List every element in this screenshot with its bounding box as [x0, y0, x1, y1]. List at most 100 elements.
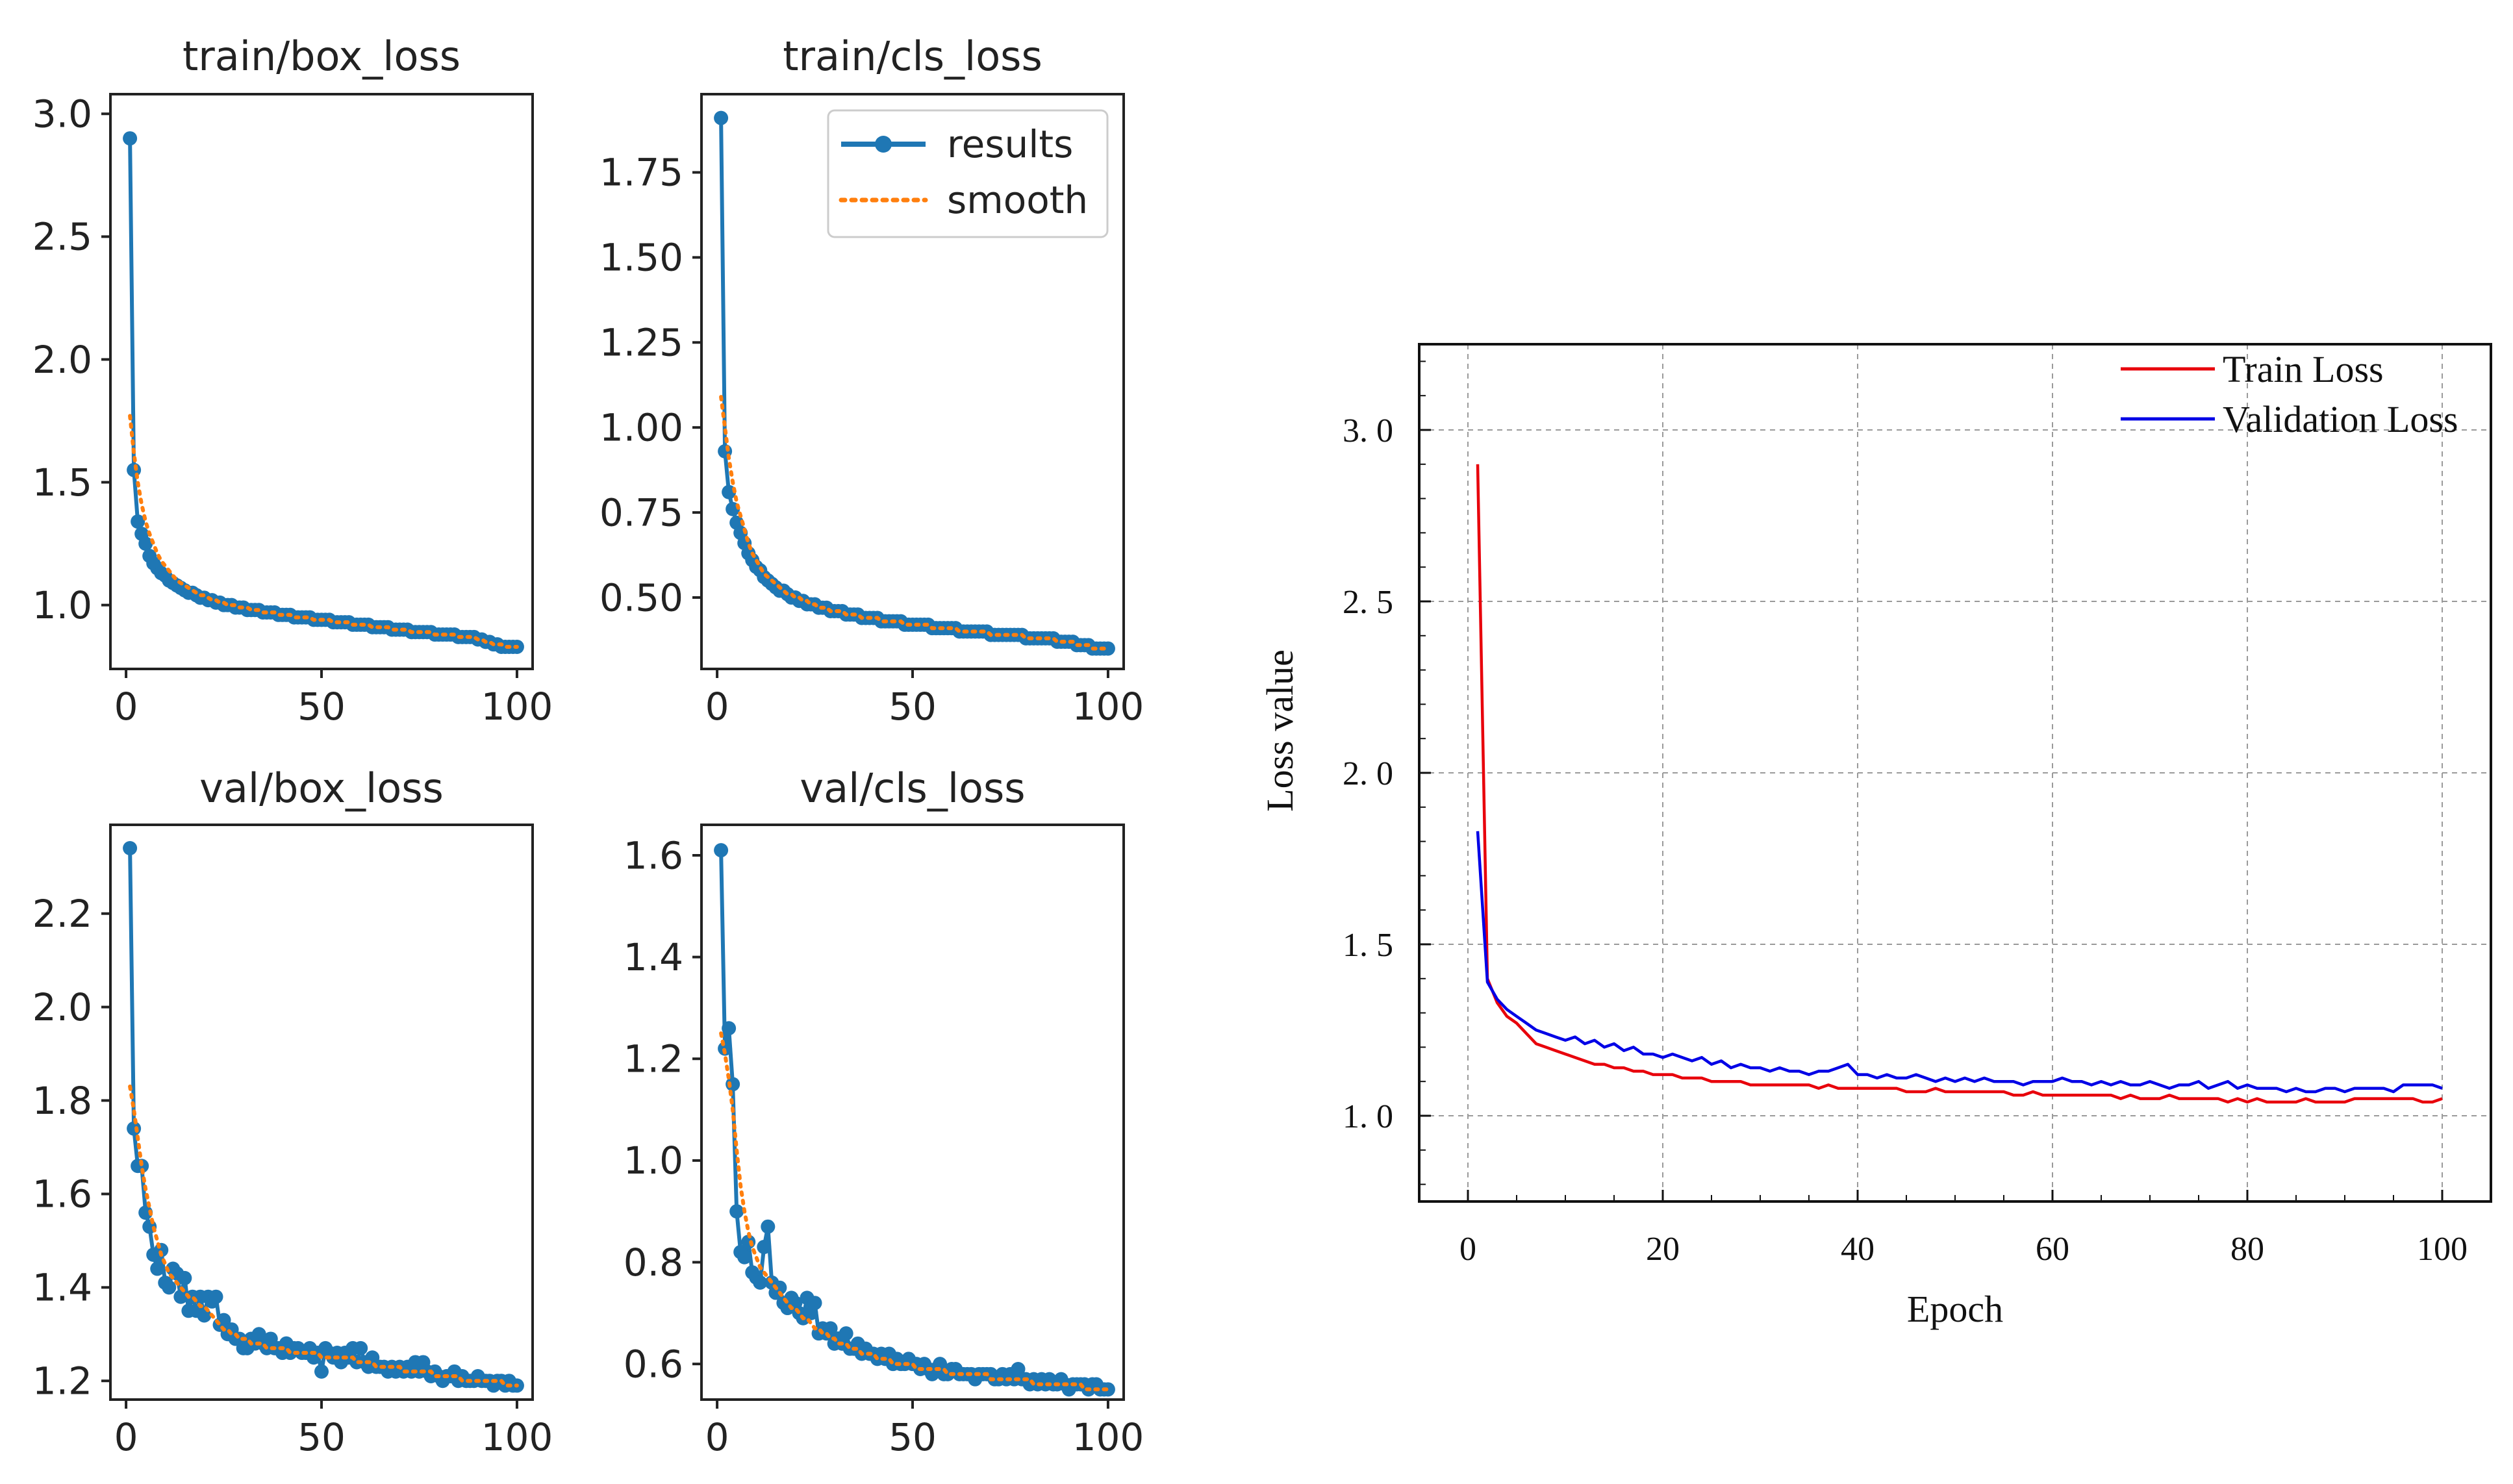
series-results-point	[162, 1280, 177, 1295]
series-smooth-line	[128, 414, 519, 649]
series-results-point	[127, 1121, 142, 1136]
legend-label-validation-loss: Validation Loss	[2223, 398, 2458, 440]
x-tick-label: 40	[1841, 1231, 1875, 1268]
series-results-point	[823, 1321, 838, 1336]
series-results-point	[353, 1340, 368, 1355]
legend-label-results: results	[947, 122, 1073, 166]
chart-train-cls-loss: train/cls_loss 0 50 100 0.50 0.75 1.00 1.25 1.5…	[600, 32, 1144, 729]
y-tick-label: 1.5	[32, 460, 92, 505]
series-results-point	[123, 131, 138, 146]
y-tick-label: 1.0	[624, 1138, 683, 1183]
y-tick-label: 1.75	[600, 151, 683, 195]
y-tick-label: 0.6	[624, 1342, 683, 1386]
series-results-point	[714, 110, 729, 125]
y-tick-label: 1.00	[600, 405, 683, 449]
legend-results-marker	[875, 136, 892, 153]
chart-title: train/cls_loss	[783, 32, 1042, 80]
x-tick-label: 60	[2036, 1231, 2069, 1268]
y-tick-label: 3. 0	[1343, 412, 1393, 449]
y-tick-label: 0.8	[624, 1240, 683, 1285]
series-results-point	[138, 536, 153, 551]
series-results-point	[737, 1250, 752, 1264]
series-results-point	[729, 1204, 744, 1219]
series-results-point	[150, 1261, 165, 1276]
x-tick-label: 100	[2417, 1231, 2468, 1268]
series-smooth-line	[719, 1031, 1110, 1392]
series-results-point	[714, 843, 729, 858]
series-results-line	[719, 850, 1108, 1392]
legend-label-train-loss: Train Loss	[2223, 348, 2384, 390]
series-results-point	[722, 1021, 737, 1036]
series-results-point	[173, 1289, 188, 1304]
x-tick-label: 50	[297, 1415, 346, 1459]
y-tick-label: 1.50	[600, 236, 683, 280]
series-validation-loss-line	[1476, 831, 2443, 1094]
series-train-loss-line	[1476, 464, 2443, 1104]
x-tick-label: 80	[2230, 1231, 2264, 1268]
series-results-point	[807, 1296, 822, 1311]
y-tick-label: 2. 0	[1343, 755, 1393, 792]
legend-label-smooth: smooth	[947, 178, 1088, 222]
series-results-line	[128, 138, 517, 649]
series-results-point	[761, 1219, 776, 1234]
y-tick-label: 2.5	[32, 215, 92, 259]
y-tick-label: 1. 0	[1343, 1098, 1393, 1135]
series-results-point	[314, 1364, 329, 1379]
chart-val-box-loss: val/box_loss 0 50 100 1.2 1.4 1.6 1.8 2.0 2.2	[32, 764, 553, 1459]
y-tick-label: 0.75	[600, 490, 683, 534]
y-tick-label: 0.50	[600, 575, 683, 620]
x-tick-label: 100	[1072, 1415, 1144, 1459]
x-axis-label: Epoch	[1907, 1288, 2003, 1330]
y-tick-label: 1. 5	[1343, 927, 1393, 964]
x-tick-label: 0	[114, 685, 138, 729]
series-results-point	[138, 1205, 153, 1220]
series-smooth-line	[128, 1084, 519, 1388]
y-tick-label: 1.8	[32, 1079, 92, 1123]
y-tick-label: 1.4	[624, 935, 683, 979]
x-tick-label: 0	[114, 1415, 138, 1459]
series-results-point	[839, 1326, 853, 1341]
chart-title: train/box_loss	[183, 32, 461, 80]
chart-train-box-loss: train/box_loss 0 50 100 1.0 1.5 2.0 2.5 3.0	[32, 32, 553, 729]
x-tick-label: 0	[1459, 1231, 1476, 1268]
y-tick-label: 1.0	[32, 583, 92, 627]
x-tick-label: 100	[1072, 685, 1144, 729]
chart-title: val/cls_loss	[800, 764, 1025, 812]
x-tick-label: 50	[297, 685, 346, 729]
legend: results smooth	[827, 109, 1109, 238]
series-results-point	[1100, 641, 1115, 656]
plot-frame	[109, 824, 534, 1401]
x-tick-label: 0	[705, 1415, 729, 1459]
y-axis-label: Loss value	[1259, 649, 1301, 812]
y-tick-label: 2. 5	[1343, 584, 1393, 621]
y-tick-label: 1.4	[32, 1266, 92, 1310]
series-results-point	[127, 462, 142, 477]
x-tick-label: 100	[481, 1415, 553, 1459]
y-tick-label: 1.2	[624, 1037, 683, 1081]
x-tick-label: 20	[1646, 1231, 1680, 1268]
y-tick-label: 2.0	[32, 338, 92, 382]
series-results-point	[123, 840, 138, 855]
plot-frame	[700, 824, 1125, 1401]
y-tick-label: 2.2	[32, 892, 92, 936]
series-smooth-line	[719, 395, 1110, 651]
chart-val-cls-loss: val/cls_loss 0 50 100 0.6 0.8 1.0 1.2 1.4 1.6	[624, 764, 1144, 1459]
y-tick-label: 1.25	[600, 321, 683, 365]
legend: Train Loss Validation Loss	[2121, 348, 2458, 440]
series-results-point	[177, 1270, 192, 1285]
series-results-point	[772, 1280, 787, 1295]
series-results-point	[208, 1289, 223, 1304]
series-results-point	[757, 1240, 772, 1255]
series-results-point	[131, 514, 145, 529]
y-tick-label: 3.0	[32, 92, 92, 136]
x-tick-label: 0	[705, 685, 729, 729]
y-tick-label: 1.2	[32, 1359, 92, 1403]
series-results-point	[753, 1275, 768, 1290]
chart-title: val/box_loss	[199, 764, 444, 812]
y-tick-label: 1.6	[32, 1172, 92, 1216]
series-results-point	[726, 1077, 740, 1092]
chart-loss-curve: 0 20 40 60 80 100 1. 0 1. 5 2. 0 2. 5 3. 0 Epoch L…	[1259, 343, 2492, 1330]
y-tick-label: 2.0	[32, 985, 92, 1029]
x-tick-label: 50	[889, 1415, 937, 1459]
